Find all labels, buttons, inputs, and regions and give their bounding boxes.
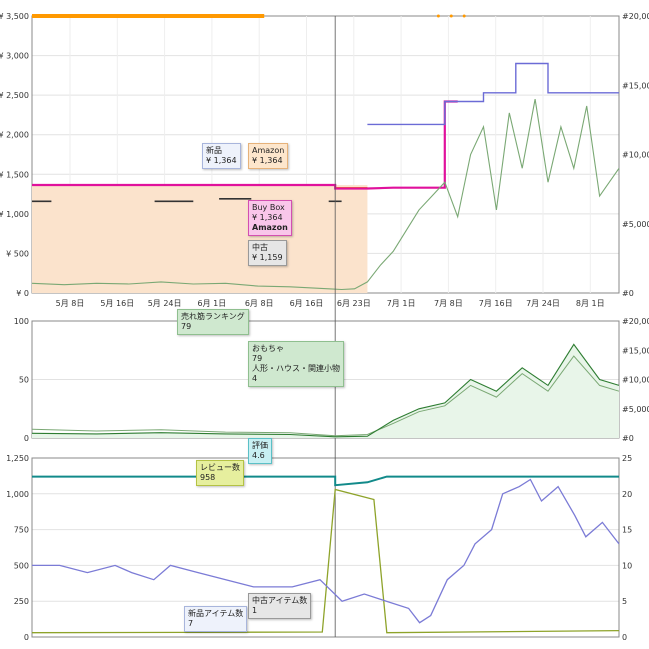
rating-value: 4.6 <box>252 451 265 460</box>
new-price-label: 新品 <box>206 146 222 155</box>
x-tick-1: 5月 16日 <box>100 299 134 308</box>
sales-rank-line <box>31 98 620 291</box>
reviews-line <box>31 488 620 634</box>
toys-label: おもちゃ <box>252 344 284 353</box>
y-left-tick-2-0: 0 <box>24 434 29 443</box>
y-left-tick-3-0: 0 <box>24 633 29 642</box>
panel-frame-3 <box>31 457 620 638</box>
category-rank-tooltip: おもちゃ 79 人形・ハウス・関連小物 4 <box>248 341 344 387</box>
amazon-dot-2 <box>462 14 466 18</box>
buybox-seller: Amazon <box>252 223 288 232</box>
y-right-tick-2-4: #20,000 <box>622 317 649 326</box>
y-right-tick-1-1: #5,000 <box>622 220 649 229</box>
rating-line <box>32 475 619 487</box>
y-left-tick-3-2: 500 <box>14 561 29 570</box>
y-left-tick-2-2: 100 <box>14 317 29 326</box>
new-item-count-value: 7 <box>188 619 194 628</box>
x-tick-10: 7月 24日 <box>526 299 560 308</box>
y-right-tick-1-2: #10,000 <box>622 151 649 160</box>
used-price-tooltip: 中古 ¥ 1,159 <box>248 240 287 266</box>
used-item-count-label: 中古アイテム数 <box>252 596 308 605</box>
y-left-tick-1-6: ¥ 3,000 <box>0 52 29 61</box>
y-left-tick-1-2: ¥ 1,000 <box>0 210 29 219</box>
x-tick-7: 7月 1日 <box>387 299 416 308</box>
sales-rank-value: 79 <box>181 322 192 331</box>
y-left-tick-3-1: 250 <box>14 597 29 606</box>
y-right-tick-2-3: #15,000 <box>622 346 649 355</box>
buybox-tooltip: Buy Box ¥ 1,364 Amazon <box>248 200 292 236</box>
review-count-tooltip: レビュー数 958 <box>196 460 244 486</box>
toys-value: 79 <box>252 354 263 363</box>
y-right-tick-3-3: 15 <box>622 526 632 535</box>
category-rank-line <box>31 343 620 438</box>
x-tick-3: 6月 1日 <box>198 299 227 308</box>
amazon-price-tooltip: Amazon ¥ 1,364 <box>248 143 289 169</box>
amazon-price-area <box>32 185 368 293</box>
new-price-value: ¥ 1,364 <box>206 156 237 165</box>
x-tick-11: 8月 1日 <box>576 299 605 308</box>
y-right-tick-3-5: 25 <box>622 454 632 463</box>
subcategory-rank-line <box>31 355 620 437</box>
y-left-tick-1-3: ¥ 1,500 <box>0 170 29 179</box>
y-right-tick-3-2: 10 <box>622 561 632 570</box>
y-left-tick-1-0: ¥ 0 <box>16 289 29 298</box>
amazon-price-label: Amazon <box>252 146 285 155</box>
y-right-tick-1-4: #20,000 <box>622 12 649 21</box>
x-tick-8: 7月 8日 <box>434 299 463 308</box>
y-right-tick-2-2: #10,000 <box>622 376 649 385</box>
y-left-tick-3-5: 1,250 <box>6 454 29 463</box>
amazon-dot-1 <box>449 14 453 18</box>
new-count-line <box>32 478 620 624</box>
buybox-value: ¥ 1,364 <box>252 213 283 222</box>
subcategory-value: 4 <box>252 374 258 383</box>
new-price-tooltip: 新品 ¥ 1,364 <box>202 143 241 169</box>
new-price-line <box>367 62 619 126</box>
y-right-tick-3-0: 0 <box>622 633 627 642</box>
used-item-count-tooltip: 中古アイテム数 1 <box>248 593 312 619</box>
y-left-tick-1-7: ¥ 3,500 <box>0 12 29 21</box>
review-count-label: レビュー数 <box>200 463 240 472</box>
amazon-dot-0 <box>436 14 440 18</box>
y-left-tick-3-3: 750 <box>14 526 29 535</box>
x-tick-5: 6月 16日 <box>290 299 324 308</box>
y-left-tick-1-4: ¥ 2,000 <box>0 131 29 140</box>
x-tick-0: 5月 8日 <box>56 299 85 308</box>
y-right-tick-3-4: 20 <box>622 490 632 499</box>
new-item-count-tooltip: 新品アイテム数 7 <box>184 606 248 632</box>
used-price-label: 中古 <box>252 243 268 252</box>
y-left-tick-2-1: 50 <box>19 376 29 385</box>
y-right-tick-1-0: #0 <box>622 289 634 298</box>
buybox-price-line <box>32 100 458 190</box>
subcategory-label: 人形・ハウス・関連小物 <box>252 364 340 373</box>
ranking-area <box>32 344 619 438</box>
buybox-label: Buy Box <box>252 203 285 212</box>
x-tick-2: 5月 24日 <box>148 299 182 308</box>
rating-tooltip: 評価 4.6 <box>248 438 272 464</box>
new-item-count-label: 新品アイテム数 <box>188 609 244 618</box>
sales-rank-tooltip: 売れ筋ランキング 79 <box>177 309 249 335</box>
amazon-availability-bar <box>32 14 265 18</box>
x-tick-6: 6月 23日 <box>337 299 371 308</box>
y-left-tick-1-1: ¥ 500 <box>6 249 29 258</box>
x-tick-4: 6月 8日 <box>245 299 274 308</box>
y-right-tick-1-3: #15,000 <box>622 81 649 90</box>
used-price-value: ¥ 1,159 <box>252 253 283 262</box>
y-left-tick-1-5: ¥ 2,500 <box>0 91 29 100</box>
amazon-price-value: ¥ 1,364 <box>252 156 283 165</box>
y-right-tick-2-0: #0 <box>622 434 634 443</box>
review-count-value: 958 <box>200 473 216 482</box>
x-tick-9: 7月 16日 <box>479 299 513 308</box>
sales-rank-label: 売れ筋ランキング <box>181 312 245 321</box>
rating-label: 評価 <box>252 441 268 450</box>
y-right-tick-3-1: 5 <box>622 597 627 606</box>
y-right-tick-2-1: #5,000 <box>622 405 649 414</box>
y-left-tick-3-4: 1,000 <box>6 490 29 499</box>
used-item-count-value: 1 <box>252 606 258 615</box>
